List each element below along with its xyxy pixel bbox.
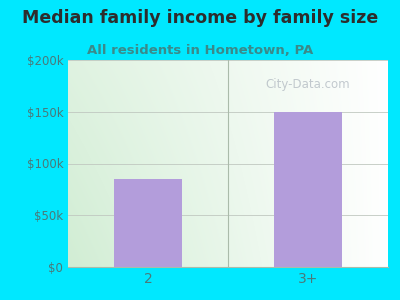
Text: All residents in Hometown, PA: All residents in Hometown, PA <box>87 44 313 56</box>
Text: City-Data.com: City-Data.com <box>266 78 350 91</box>
Text: Median family income by family size: Median family income by family size <box>22 9 378 27</box>
Bar <box>114 179 182 267</box>
Bar <box>274 112 342 267</box>
